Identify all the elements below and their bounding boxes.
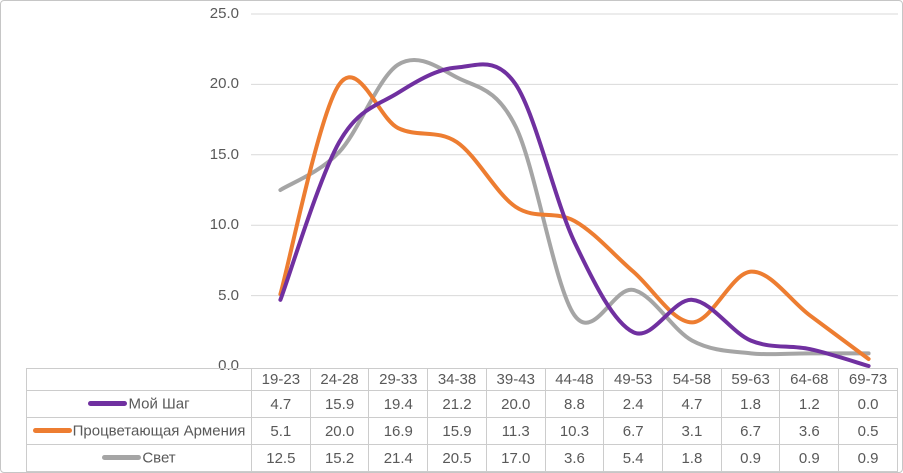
value-cell: 4.7 (251, 390, 311, 418)
value-cell: 4.7 (662, 390, 722, 418)
value-cell: 8.8 (544, 390, 605, 418)
series-line-0 (278, 62, 871, 368)
value-cell: 3.1 (662, 417, 722, 445)
value-cell: 17.0 (485, 444, 546, 472)
category-header: 19-23 (251, 368, 311, 391)
series-name: Процветающая Армения (72, 422, 246, 440)
value-cell: 10.3 (544, 417, 605, 445)
category-header: 29-33 (368, 368, 429, 391)
value-cell: 15.2 (309, 444, 370, 472)
table-row: Свет 12.5 15.2 21.4 20.5 17.0 3.6 5.4 1.8 0.9 0.9 0… (26, 444, 898, 472)
series-line-1 (278, 75, 871, 361)
value-cell: 11.3 (485, 417, 546, 445)
value-cell: 6.7 (720, 417, 781, 445)
series-name: Свет (142, 449, 176, 467)
table-corner-cell (26, 368, 252, 391)
table-header-row: 19-23 24-28 29-33 34-38 39-43 44-48 49-53 54-58… (26, 368, 898, 391)
value-cell: 3.6 (779, 417, 840, 445)
value-cell: 3.6 (544, 444, 605, 472)
table-row: Мой Шаг 4.7 15.9 19.4 21.2 20.0 8.8 2.4 4.7 1.8 1.… (26, 390, 898, 418)
category-header: 64-68 (779, 368, 840, 391)
value-cell: 0.9 (720, 444, 781, 472)
legend-line-icon (32, 427, 72, 433)
legend-line-icon (88, 400, 128, 406)
value-cell: 2.4 (603, 390, 664, 418)
value-cell: 20.5 (427, 444, 487, 472)
y-axis-tick-label: 10.0 (209, 216, 239, 234)
value-cell: 20.0 (309, 417, 370, 445)
series-name: Мой Шаг (128, 395, 190, 413)
legend-cell: Процветающая Армения (26, 417, 252, 445)
value-cell: 21.2 (427, 390, 487, 418)
value-cell: 19.4 (368, 390, 429, 418)
category-header: 49-53 (603, 368, 664, 391)
value-cell: 0.9 (838, 444, 898, 472)
data-table: 19-23 24-28 29-33 34-38 39-43 44-48 49-53 54-58… (26, 368, 898, 472)
value-cell: 20.0 (485, 390, 546, 418)
value-cell: 5.1 (251, 417, 311, 445)
table-row: Процветающая Армения 5.1 20.0 16.9 15.9 11.3 1… (26, 417, 898, 445)
legend-line-icon (102, 454, 142, 460)
y-axis-tick-label: 15.0 (209, 145, 239, 163)
value-cell: 1.8 (662, 444, 722, 472)
y-axis-tick-label: 25.0 (209, 5, 239, 22)
category-header: 59-63 (720, 368, 781, 391)
y-axis-tick-label: 5.0 (218, 286, 239, 304)
value-cell: 1.8 (720, 390, 781, 418)
value-cell: 16.9 (368, 417, 429, 445)
category-header: 54-58 (662, 368, 722, 391)
category-header: 24-28 (309, 368, 370, 391)
value-cell: 1.2 (779, 390, 840, 418)
category-header: 39-43 (485, 368, 546, 391)
category-header: 44-48 (544, 368, 605, 391)
category-header: 34-38 (427, 368, 487, 391)
value-cell: 15.9 (309, 390, 370, 418)
series-line-2 (278, 58, 871, 357)
category-header: 69-73 (838, 368, 898, 391)
value-cell: 6.7 (603, 417, 664, 445)
legend-cell: Мой Шаг (26, 390, 252, 418)
value-cell: 5.4 (603, 444, 664, 472)
y-axis-tick-label: 20.0 (209, 75, 239, 93)
value-cell: 0.0 (838, 390, 898, 418)
legend-cell: Свет (26, 444, 252, 472)
value-cell: 0.5 (838, 417, 898, 445)
value-cell: 21.4 (368, 444, 429, 472)
value-cell: 15.9 (427, 417, 487, 445)
value-cell: 0.9 (779, 444, 840, 472)
value-cell: 12.5 (251, 444, 311, 472)
